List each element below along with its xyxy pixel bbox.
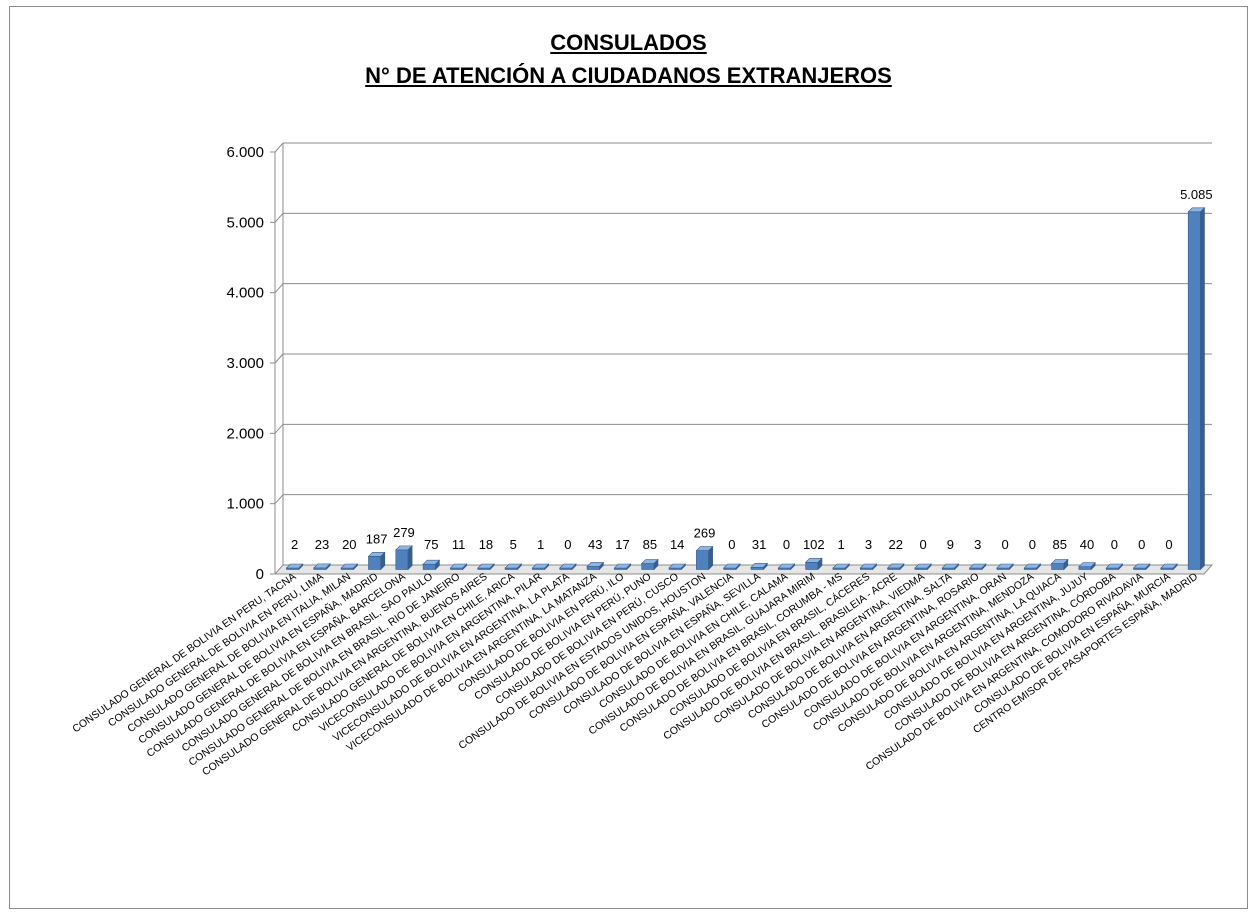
y-tick-label: 2.000: [226, 425, 264, 442]
data-label: 85: [643, 537, 657, 552]
y-tick-label: 6.000: [226, 144, 264, 161]
bar: [313, 563, 331, 571]
data-label: 0: [728, 537, 735, 552]
bar: [340, 563, 359, 571]
bar: [968, 563, 987, 571]
data-label: 75: [424, 537, 438, 552]
bar: [996, 563, 1014, 571]
gridline-side: [274, 424, 284, 434]
bar: [722, 563, 741, 571]
y-tick-label: 1.000: [226, 496, 264, 513]
data-label: 279: [393, 525, 415, 540]
data-label: 85: [1052, 537, 1066, 552]
data-label: 1: [537, 537, 544, 552]
y-tick-label: 4.000: [226, 285, 264, 302]
gridline-side: [274, 213, 284, 223]
bar: [613, 563, 632, 571]
floor: [273, 564, 1214, 575]
plot-walls: [273, 143, 1214, 575]
bar: [1132, 563, 1151, 571]
data-label: 2: [291, 537, 298, 552]
data-label: 23: [315, 537, 329, 552]
data-label: 0: [1138, 537, 1145, 552]
data-label: 18: [479, 537, 493, 552]
bar: [285, 563, 304, 571]
bar: [1187, 207, 1206, 571]
bar: [559, 563, 577, 571]
gridline-side: [274, 283, 284, 293]
bar: [477, 563, 495, 571]
data-label: 9: [947, 537, 954, 552]
data-label: 102: [803, 537, 825, 552]
bar: [695, 545, 714, 571]
data-label: 17: [615, 537, 629, 552]
bar: [668, 563, 687, 571]
data-label: 14: [670, 537, 684, 552]
data-label: 0: [783, 537, 790, 552]
bar: [804, 557, 823, 571]
bar: [750, 562, 769, 571]
bar: [449, 563, 468, 571]
bar: [531, 563, 550, 571]
data-label: 20: [342, 537, 356, 552]
data-label: 22: [889, 537, 903, 552]
bar: [504, 563, 523, 571]
bar: [1160, 563, 1178, 571]
data-label: 187: [366, 531, 388, 546]
data-label: 0: [1029, 537, 1036, 552]
data-label: 40: [1080, 537, 1094, 552]
bars: [285, 207, 1206, 571]
y-tick-label: 3.000: [226, 355, 264, 372]
bar: [1050, 558, 1069, 571]
data-label: 5.085: [1180, 187, 1213, 202]
data-label: 3: [865, 537, 872, 552]
bar: [941, 563, 960, 571]
bar: [832, 563, 851, 571]
data-label: 0: [919, 537, 926, 552]
data-label: 1: [838, 537, 845, 552]
data-label: 0: [564, 537, 571, 552]
gridline-side: [274, 494, 284, 504]
data-label: 5: [510, 537, 517, 552]
bar: [1023, 563, 1042, 571]
bar: [640, 558, 659, 571]
bar: [886, 563, 905, 571]
gridline-side: [274, 142, 284, 153]
data-label: 3: [974, 537, 981, 552]
chart-frame: [9, 6, 1248, 909]
bar: [395, 545, 413, 571]
data-label: 31: [752, 537, 766, 552]
bar: [422, 559, 441, 571]
x-axis-labels: CONSULADO GENERAL DE BOLIVIA EN PERU, TA…: [70, 570, 1200, 779]
bar: [914, 563, 932, 571]
gridlines: [274, 142, 1212, 504]
data-label: 43: [588, 537, 602, 552]
y-axis: 0 1.000 2.000 3.000 4.000 5.000 6.000: [226, 144, 275, 583]
data-label: 0: [1111, 537, 1118, 552]
data-label: 0: [1001, 537, 1008, 552]
bar: [586, 561, 605, 571]
y-tick-label: 0: [256, 566, 264, 583]
bar: [367, 551, 386, 571]
data-label: 269: [694, 526, 716, 541]
chart-title: CONSULADOS: [550, 30, 707, 55]
data-label: 11: [452, 537, 466, 552]
chart-subtitle: N° DE ATENCIÓN A CIUDADANOS EXTRANJEROS: [365, 63, 892, 88]
bar: [1105, 563, 1124, 571]
bar: [777, 563, 796, 571]
y-tick-label: 5.000: [226, 214, 264, 231]
data-label: 0: [1165, 537, 1172, 552]
bar: [1078, 561, 1096, 571]
bar: [859, 563, 878, 571]
gridline-side: [274, 353, 284, 364]
